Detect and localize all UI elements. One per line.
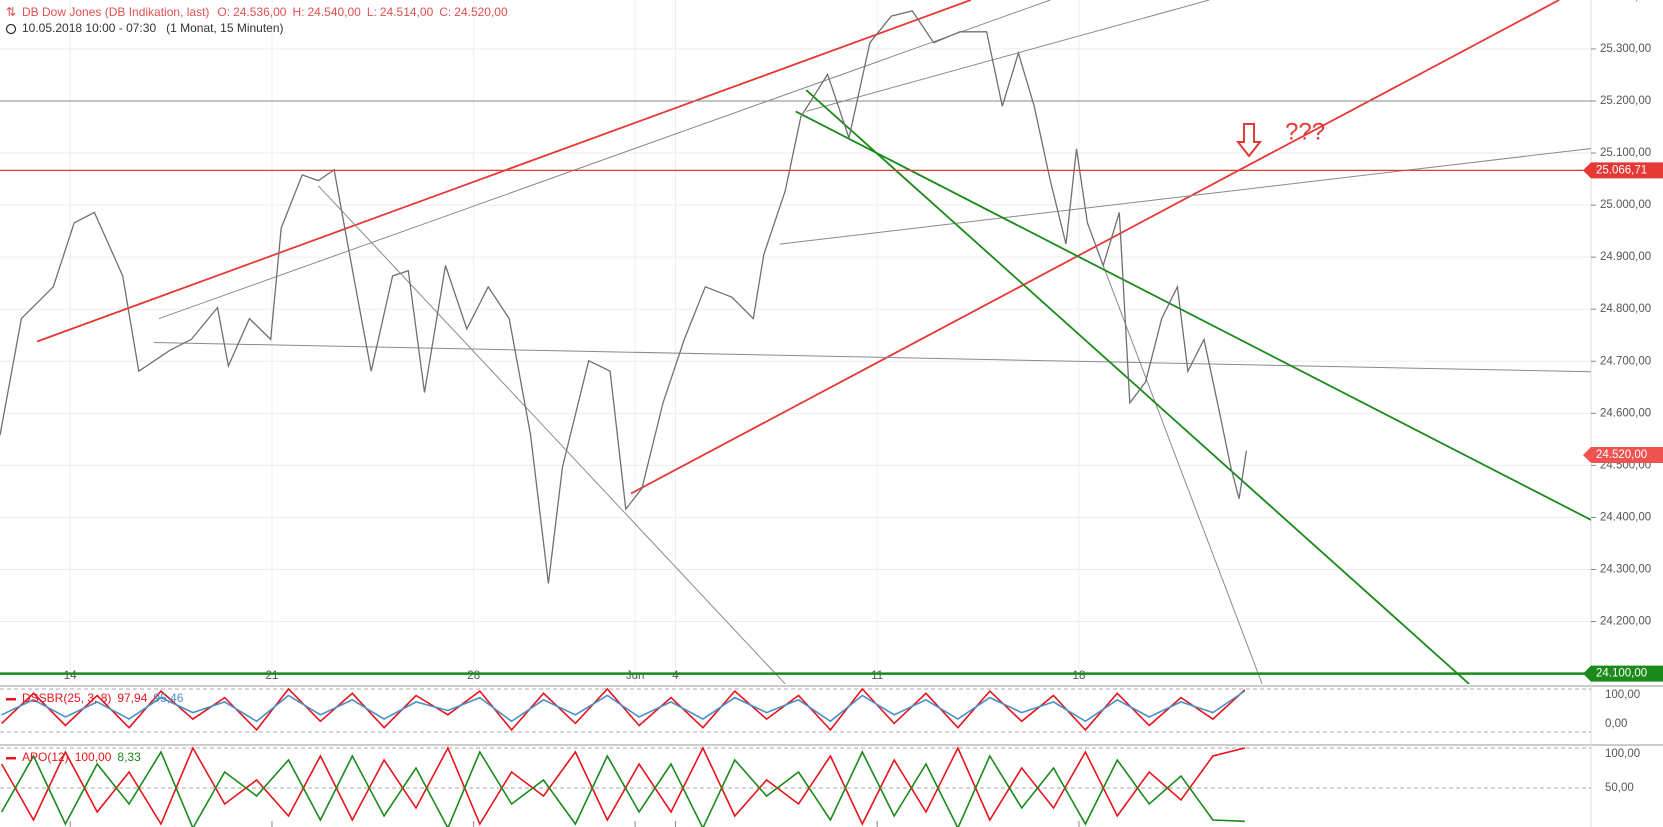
x-tick-label: 14 xyxy=(64,670,77,682)
trendline xyxy=(317,185,786,684)
ohlc-value: 24.520,00 xyxy=(454,5,508,19)
ohlc-name: O: xyxy=(217,5,230,19)
legend-swatch xyxy=(6,757,16,760)
x-tick-label: 28 xyxy=(467,670,480,682)
trendline xyxy=(630,0,1560,495)
y-tick-label: 25.200,00 xyxy=(1600,95,1651,107)
x-tick-label: 11 xyxy=(871,670,883,682)
indicator-title: APO(12) xyxy=(22,750,69,764)
y-tick-label: 25.000,00 xyxy=(1600,199,1651,211)
x-tick-label: 18 xyxy=(1073,670,1086,682)
series-line xyxy=(0,10,1248,584)
ohlc-name: C: xyxy=(439,5,451,19)
y-tick-label: 24.700,00 xyxy=(1600,355,1651,367)
period: 10.05.2018 10:00 - 07:30 xyxy=(22,21,156,35)
y-tick-label: 0,00 xyxy=(1605,718,1627,730)
clock-icon xyxy=(5,23,17,35)
trendline xyxy=(805,89,1470,684)
trendline xyxy=(153,342,1591,373)
trendline-layer xyxy=(0,0,1591,684)
arrow-icon xyxy=(1235,123,1263,158)
y-tick-label: 25.400,00 xyxy=(1600,0,1651,3)
y-tick-label: 25.100,00 xyxy=(1600,147,1651,159)
trendline xyxy=(806,0,1210,112)
ohlc-name: L: xyxy=(367,5,377,19)
period-line: 10.05.2018 10:00 - 07:30 (1 Monat, 15 Min… xyxy=(22,21,284,35)
y-tick-label: 100,00 xyxy=(1605,689,1640,701)
ohlc-value: 24.514,00 xyxy=(380,5,434,19)
series-line xyxy=(1,687,1246,732)
x-tick-label: 4 xyxy=(672,670,679,682)
y-tick-label: 25.300,00 xyxy=(1600,43,1651,55)
price-marker xyxy=(1583,665,1663,682)
trendline xyxy=(779,148,1591,245)
y-tick-label: 24.400,00 xyxy=(1600,511,1651,523)
indicator-value: 97,94 xyxy=(117,691,147,705)
series-line xyxy=(1,690,1246,723)
interval: (1 Monat, 15 Minuten) xyxy=(166,21,283,35)
indicator-title: DSSBR(25, 3, 8) xyxy=(22,691,111,705)
price-marker xyxy=(1583,446,1663,463)
annotation: ??? xyxy=(1285,118,1325,145)
price-marker xyxy=(1583,162,1663,179)
price-marker-label: 24.100,00 xyxy=(1596,668,1647,680)
indicator-value: 95,46 xyxy=(153,691,183,705)
y-tick-label: 24.300,00 xyxy=(1600,564,1651,576)
ohlc-name: H: xyxy=(292,5,304,19)
trendline xyxy=(158,0,1051,320)
y-tick-label: 24.200,00 xyxy=(1600,616,1651,628)
series-line xyxy=(0,746,1245,826)
ohlc-value: 24.540,00 xyxy=(307,5,361,19)
price-marker-label: 25.066,71 xyxy=(1596,164,1647,176)
y-tick-label: 100,00 xyxy=(1605,748,1640,760)
y-tick-label: 24.600,00 xyxy=(1600,407,1651,419)
symbol-icon: ⇅ xyxy=(6,5,16,19)
legend-swatch xyxy=(6,698,16,701)
series-line xyxy=(0,750,1245,827)
y-tick-label: 24.800,00 xyxy=(1600,303,1651,315)
price-marker-label: 24.520,00 xyxy=(1596,449,1647,461)
trendline xyxy=(1102,265,1263,684)
indicator-value: 8,33 xyxy=(117,750,141,764)
trendline xyxy=(795,110,1591,521)
legend: APO(12) 100,00 8,33 xyxy=(22,750,141,764)
legend: DSSBR(25, 3, 8) 97,94 95,46 xyxy=(22,691,184,705)
indicator-value: 100,00 xyxy=(75,750,112,764)
header-line: DB Dow Jones (DB Indikation, last) O: 24.5… xyxy=(22,5,508,19)
y-tick-label: 50,00 xyxy=(1605,782,1634,794)
header: ⇅ DB Dow Jones (DB Indikation, last) O: 24… xyxy=(5,5,508,35)
x-tick-label: 21 xyxy=(266,670,279,682)
x-tick-label: Jun xyxy=(626,670,645,682)
ohlc-value: 24.536,00 xyxy=(233,5,287,19)
title: DB Dow Jones (DB Indikation, last) xyxy=(22,5,209,19)
y-tick-label: 24.900,00 xyxy=(1600,251,1651,263)
